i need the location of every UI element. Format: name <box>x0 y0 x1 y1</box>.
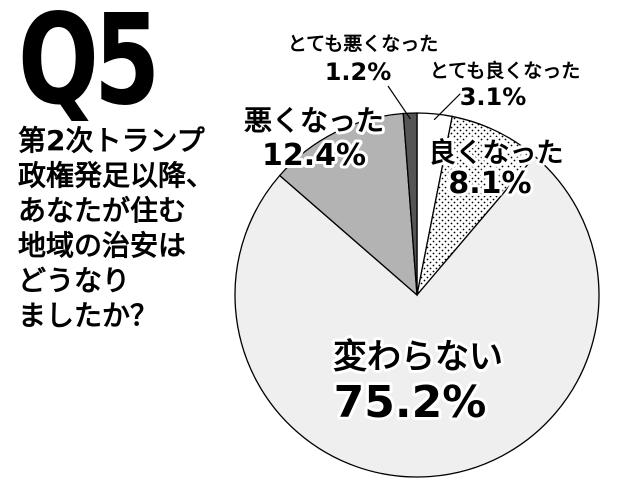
pie-slice-1 <box>415 115 536 298</box>
slice-label-worse-value: 12.4% <box>262 138 366 173</box>
slice-label-good-text: 良くなった <box>429 137 564 169</box>
pie-slice-2 <box>234 155 600 478</box>
leader-line-0 <box>433 87 467 121</box>
slice-label-no-change-value: 75.2% <box>334 377 487 428</box>
leader-line-4 <box>387 85 411 120</box>
slice-label-worse-text: 悪くなった <box>244 104 384 137</box>
question-text: 第2次トランプ 政権発足以降、 あなたが住む 地域の治安は どうなり ましたか？ <box>18 124 215 332</box>
slice-label-good-value: 8.1% <box>448 166 531 201</box>
slice-label-very-bad-text: とても悪くなった <box>288 33 438 55</box>
pie-slice-4 <box>402 112 418 296</box>
slice-label-no-change-text: 変わらない <box>333 337 503 377</box>
slice-label-very-bad-value: 1.2% <box>325 58 392 86</box>
question-number: Q5 <box>18 0 160 134</box>
slice-label-very-good-text: とても良くなった <box>430 59 580 82</box>
slice-label-very-good-value: 3.1% <box>460 83 527 111</box>
pie-slice-3 <box>278 112 418 297</box>
